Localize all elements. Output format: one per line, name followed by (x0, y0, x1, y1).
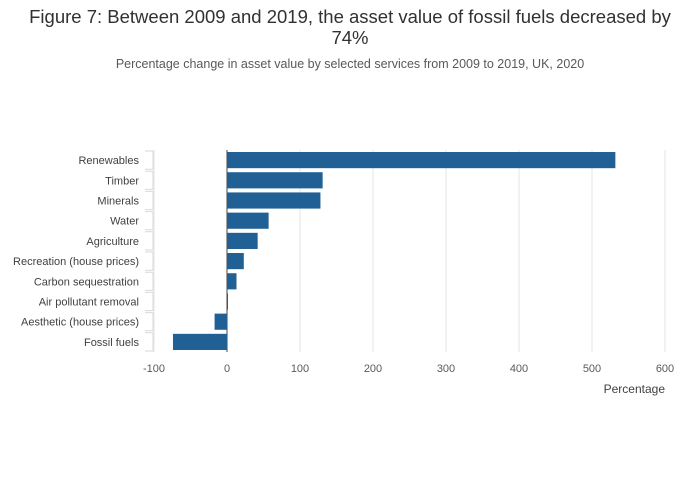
bar-air-pollutant-removal (227, 293, 228, 310)
y-category-label: Carbon sequestration (34, 276, 139, 288)
y-category-label: Renewables (78, 155, 139, 167)
bars (172, 152, 616, 350)
chart-subtitle: Percentage change in asset value by sele… (115, 57, 585, 71)
y-category-label: Water (110, 216, 139, 228)
y-tick-bracket (145, 332, 154, 352)
x-axis: -100 0 100 200 300 400 500 600 (143, 363, 674, 375)
y-tick-bracket (145, 312, 154, 332)
y-category-label: Air pollutant removal (39, 297, 139, 309)
y-category-label: Fossil fuels (84, 337, 140, 349)
y-tick-bracket (145, 251, 154, 271)
x-tick-label: 400 (510, 363, 528, 375)
y-tick-bracket (145, 271, 154, 291)
y-tick-bracket (145, 291, 154, 312)
x-tick-label: 100 (291, 363, 309, 375)
x-tick-label: 500 (583, 363, 601, 375)
y-category-label: Agriculture (86, 236, 139, 248)
y-category-label: Timber (105, 175, 139, 187)
y-tick-bracket (145, 190, 154, 211)
x-tick-label: 200 (364, 363, 382, 375)
bar-agriculture (227, 232, 258, 249)
chart-title: Figure 7: Between 2009 and 2019, the ass… (29, 6, 671, 48)
bar-carbon-sequestration (227, 273, 237, 290)
bar-recreation-house-prices (227, 253, 244, 270)
bar-aesthetic-house-prices (214, 313, 227, 330)
x-tick-label: 0 (224, 363, 230, 375)
x-tick-label: 600 (656, 363, 674, 375)
bar-water (227, 212, 269, 229)
y-tick-bracket (145, 211, 154, 231)
y-tick-bracket (145, 231, 154, 251)
y-category-label: Recreation (house prices) (13, 256, 139, 268)
y-category-label: Minerals (97, 196, 139, 208)
y-axis: Renewables Timber Minerals Water Agriculture… (13, 150, 154, 352)
y-category-label: Aesthetic (house prices) (21, 317, 139, 329)
y-tick-bracket (145, 150, 154, 170)
bar-fossil-fuels (172, 333, 227, 350)
bar-renewables (227, 152, 616, 169)
bar-minerals (227, 192, 321, 209)
x-tick-label: 300 (437, 363, 455, 375)
y-tick-bracket (145, 170, 154, 190)
x-axis-title: Percentage (604, 382, 666, 396)
x-tick-label: -100 (143, 363, 165, 375)
bar-timber (227, 172, 323, 189)
